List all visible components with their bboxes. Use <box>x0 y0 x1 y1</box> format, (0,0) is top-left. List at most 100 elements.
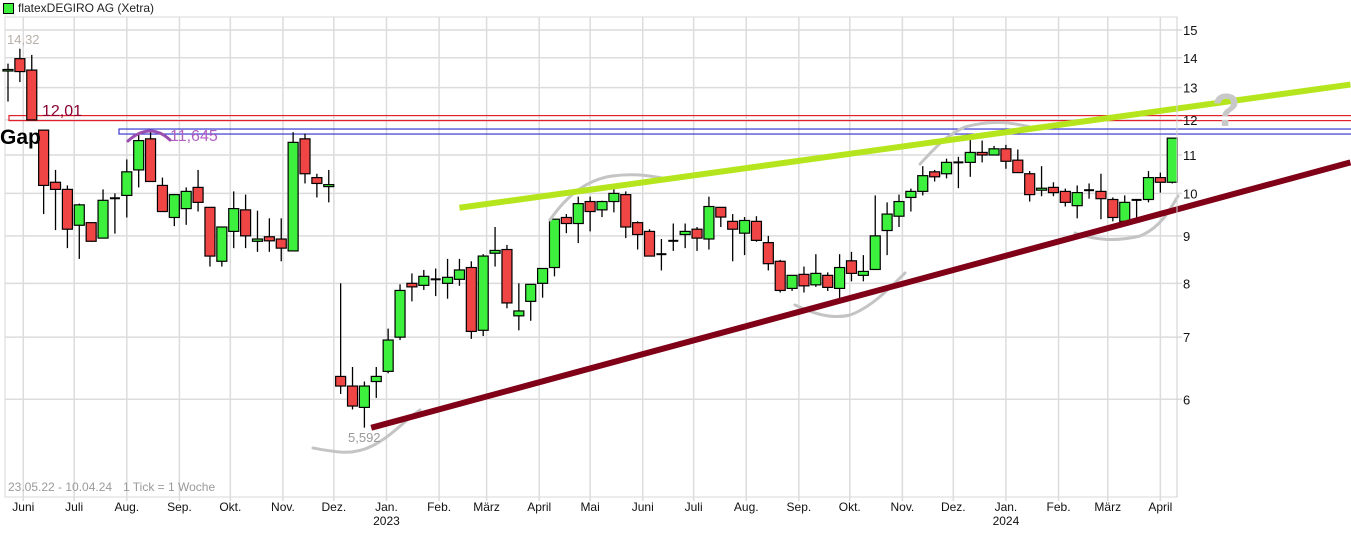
candle-body-up <box>596 200 608 211</box>
axes: 15 14 13 12 11 10 9 8 7 6 Juni Juli Aug. Sep. Okt. Nov.… <box>12 17 1197 528</box>
candle <box>1024 171 1036 202</box>
candle-body-down <box>727 220 739 230</box>
freehand-curve <box>548 173 664 222</box>
candle-body-up <box>988 148 1000 156</box>
candle <box>263 218 275 252</box>
candle-body-up <box>917 175 929 192</box>
candle-body-up <box>525 283 537 302</box>
candle <box>85 222 97 242</box>
candle-body-up <box>477 255 489 331</box>
candle <box>1142 171 1155 203</box>
candle <box>335 283 347 394</box>
candle <box>453 258 466 286</box>
candle <box>251 210 264 252</box>
candle-body-up <box>168 194 180 219</box>
candle <box>61 185 74 249</box>
candle-body-down <box>774 260 786 292</box>
candle <box>180 187 192 225</box>
candle <box>893 194 905 228</box>
candle-body-down <box>156 184 169 213</box>
candle-body-down <box>311 176 323 185</box>
candle-body-up <box>1119 201 1131 222</box>
candle <box>845 251 858 282</box>
candle <box>204 206 216 267</box>
x-tick-label: Juli <box>685 500 703 514</box>
candle <box>465 261 477 339</box>
candle <box>1047 182 1060 197</box>
candle-body-down <box>1154 176 1166 183</box>
low-label: 5,592 <box>348 430 381 445</box>
candle-body-up <box>251 238 264 242</box>
candle <box>905 188 917 212</box>
candle-body-down <box>275 238 287 249</box>
candle <box>679 223 691 249</box>
candle <box>869 195 881 271</box>
candle <box>572 196 584 244</box>
resistance-label: 12,01 <box>42 103 82 120</box>
candle <box>940 158 953 179</box>
x-tick-label: Mai <box>580 500 599 514</box>
x-tick-label: Nov. <box>890 500 914 514</box>
candle-body-up <box>893 200 905 217</box>
candle <box>1131 198 1142 218</box>
price-levels <box>8 114 1351 135</box>
candle-body-up <box>679 230 691 236</box>
candle <box>121 159 133 218</box>
y-tick-label: 8 <box>1183 276 1190 291</box>
candle <box>786 274 798 291</box>
candle <box>73 203 85 259</box>
x-tick-label: April <box>1148 500 1172 514</box>
candle-body-up <box>786 274 798 289</box>
candle <box>976 140 988 163</box>
candle-body-up <box>323 184 335 188</box>
candle <box>275 218 287 262</box>
candle-body-up <box>1071 191 1083 207</box>
candle <box>738 217 751 256</box>
candle-body-up <box>548 218 561 269</box>
candle-body-up <box>810 272 822 286</box>
candle-body-down <box>715 206 727 218</box>
high-label: 14,32 <box>7 32 40 47</box>
candle <box>168 194 180 227</box>
candle <box>608 188 620 213</box>
candle-body-up <box>133 139 145 171</box>
candle-body-up <box>97 199 109 239</box>
candle-body-down <box>691 228 703 239</box>
tick-interval-label: 1 Tick = 1 Woche <box>123 480 215 494</box>
candle <box>929 169 941 182</box>
candle <box>430 268 441 297</box>
candle-body-down <box>49 181 62 190</box>
candle-body-down <box>762 242 774 265</box>
support-level-box <box>118 128 1351 135</box>
candle-body-up <box>358 385 370 409</box>
candle <box>144 130 157 183</box>
candles <box>2 48 1178 428</box>
candle-body-down <box>1000 148 1012 162</box>
support-label: 11,645 <box>170 128 218 145</box>
candle <box>38 129 50 215</box>
x-tick-label: Okt. <box>219 500 241 514</box>
y-tick-label: 11 <box>1183 148 1197 163</box>
candle <box>762 235 774 271</box>
candle-body-down <box>61 188 74 230</box>
candle <box>988 145 1000 156</box>
candle-body-up <box>489 249 501 254</box>
x-tick-label: Feb. <box>1047 500 1071 514</box>
legend-swatch <box>3 2 14 14</box>
candle <box>656 239 667 271</box>
y-tick-label: 6 <box>1183 392 1190 407</box>
candle <box>917 166 929 196</box>
candle <box>2 63 14 102</box>
candle <box>1084 183 1095 199</box>
candle-body-up <box>228 207 240 233</box>
x-tick-label: Aug. <box>114 500 139 514</box>
candle <box>513 283 525 331</box>
x-tick-label: Feb. <box>427 500 451 514</box>
candle <box>323 169 335 203</box>
candle <box>881 202 893 256</box>
candle-body-down <box>144 138 157 183</box>
candle-body-down <box>1095 190 1107 200</box>
candle <box>798 266 810 293</box>
candle-body-up <box>216 226 228 262</box>
